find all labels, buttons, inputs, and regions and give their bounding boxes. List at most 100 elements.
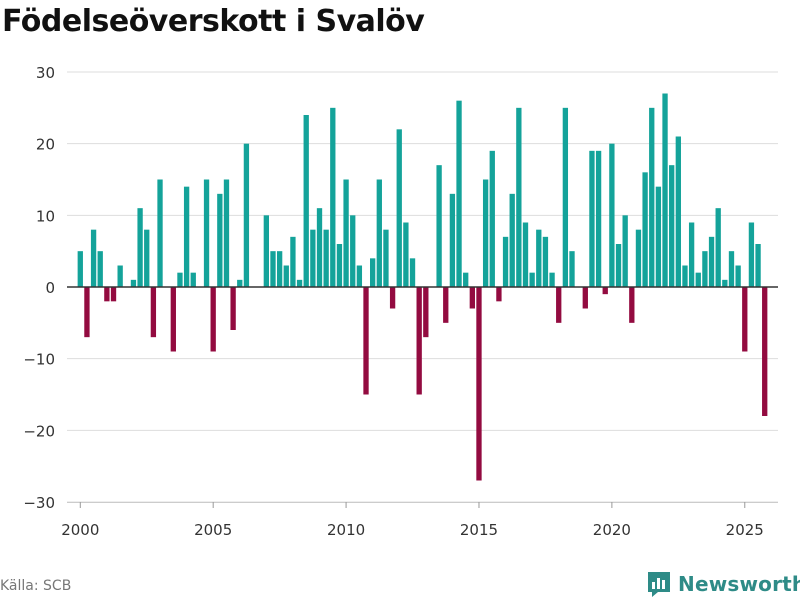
bar [622, 215, 628, 287]
x-tick-label: 2025 [726, 521, 764, 539]
bar [223, 179, 230, 287]
bar [489, 150, 495, 287]
bar [403, 222, 409, 287]
bar [77, 251, 83, 287]
bar [463, 272, 469, 287]
bar [330, 107, 336, 287]
bar [356, 265, 363, 287]
bar [263, 215, 270, 287]
bar [137, 208, 143, 287]
bar [496, 287, 502, 302]
bar [642, 172, 648, 287]
bar [389, 287, 396, 309]
bar [283, 265, 289, 287]
bar [270, 251, 276, 287]
bar [323, 229, 329, 287]
bar [117, 265, 123, 287]
bar [443, 287, 449, 323]
bar [742, 287, 748, 352]
bar [396, 129, 402, 287]
newsworthy-logo-icon [648, 572, 670, 597]
bar [529, 272, 535, 287]
bar [629, 287, 635, 323]
bar [728, 251, 735, 287]
bar [476, 287, 482, 481]
bar [456, 100, 462, 288]
brand-name: Newsworthy [678, 572, 800, 596]
bar [343, 179, 349, 287]
bar [615, 244, 622, 287]
bar [695, 272, 701, 287]
bar [237, 279, 243, 287]
bar [150, 287, 157, 338]
bar [90, 229, 97, 287]
y-tick-label: 30 [36, 64, 55, 82]
bar [542, 236, 549, 287]
bar [84, 287, 90, 338]
bar [675, 136, 681, 287]
bar [157, 179, 163, 287]
bars [77, 93, 768, 481]
bar [762, 287, 768, 416]
bar [316, 208, 323, 287]
bar [635, 229, 642, 287]
y-axis-labels: 30 20 10 0 −10 −20 −30 [23, 64, 55, 512]
bar [589, 150, 595, 287]
bar [363, 287, 369, 395]
bar [290, 236, 296, 287]
bar [177, 272, 183, 287]
bar [310, 229, 316, 287]
y-tick-label: −20 [23, 422, 55, 440]
x-tick-label: 2015 [460, 521, 498, 539]
bar [336, 244, 343, 287]
bar [217, 193, 223, 287]
bar [708, 236, 715, 287]
bar [130, 279, 137, 287]
bar [649, 107, 655, 287]
bar [755, 244, 761, 287]
bar [183, 186, 190, 287]
bar [482, 179, 489, 287]
bar [436, 165, 442, 287]
bar [409, 258, 416, 287]
bar [276, 251, 283, 287]
bar [516, 107, 522, 287]
bar [569, 251, 575, 287]
y-tick-label: 0 [45, 279, 55, 297]
bar [602, 287, 608, 295]
bar [416, 287, 422, 395]
chart-title: Födelseöverskott i Svalöv [2, 4, 425, 39]
bar [748, 222, 755, 287]
bar [582, 287, 588, 309]
bar [110, 287, 117, 302]
bar [682, 265, 688, 287]
bar [376, 179, 382, 287]
bar [688, 222, 695, 287]
bar [104, 287, 110, 302]
bar [722, 279, 728, 287]
bar [370, 258, 376, 287]
bar [210, 287, 216, 352]
y-tick-label: −10 [23, 351, 55, 369]
x-tick-label: 2000 [61, 521, 99, 539]
bar [296, 279, 303, 287]
bar [715, 208, 721, 287]
bar [243, 143, 250, 287]
y-tick-label: 10 [36, 207, 55, 225]
y-tick-label: 20 [36, 136, 55, 154]
bar [536, 229, 542, 287]
bar [702, 251, 708, 287]
bar [509, 193, 515, 287]
brand-logo[interactable]: Newsworthy [646, 570, 800, 598]
bar [230, 287, 236, 330]
bar [203, 179, 210, 287]
bar [350, 215, 356, 287]
x-tick-label: 2020 [593, 521, 631, 539]
bar [595, 150, 602, 287]
bar [383, 229, 389, 287]
bar [502, 236, 509, 287]
bar [522, 222, 529, 287]
bar [144, 229, 150, 287]
bar [170, 287, 176, 352]
